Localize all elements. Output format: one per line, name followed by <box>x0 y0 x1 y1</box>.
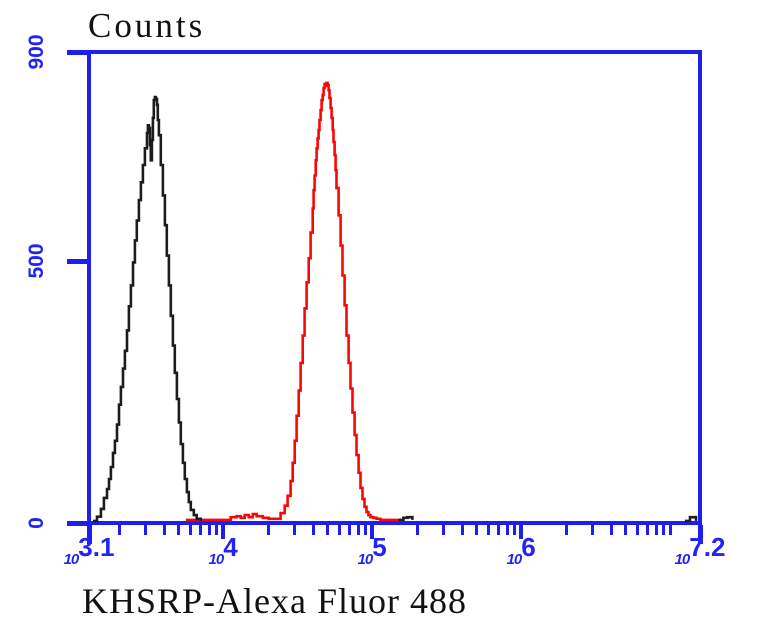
x-minor-tick <box>662 525 666 535</box>
x-tick-label: 104 <box>178 534 268 568</box>
x-minor-tick <box>591 525 595 535</box>
x-major-tick <box>221 525 226 539</box>
x-minor-tick <box>356 525 360 535</box>
chart-title: Counts <box>88 6 206 45</box>
x-minor-tick <box>348 525 352 535</box>
x-minor-tick <box>338 525 342 535</box>
x-tick-exponent: 5 <box>372 532 387 562</box>
x-minor-tick <box>364 525 368 535</box>
x-minor-tick <box>565 525 569 535</box>
x-minor-tick <box>117 525 121 535</box>
x-minor-tick <box>311 525 315 535</box>
x-tick-label: 107.2 <box>655 534 745 568</box>
x-minor-tick <box>144 525 148 535</box>
x-minor-tick <box>497 525 501 535</box>
x-minor-tick <box>669 525 673 535</box>
x-tick-exponent: 6 <box>521 532 536 562</box>
x-tick-base: 10 <box>506 551 523 568</box>
y-tick <box>67 259 87 265</box>
x-minor-tick <box>293 525 297 535</box>
x-minor-tick <box>487 525 491 535</box>
plot-frame <box>87 50 702 525</box>
x-minor-tick <box>215 525 219 535</box>
x-tick-base: 10 <box>63 551 80 568</box>
y-tick-label: 500 <box>25 243 48 279</box>
y-tick-label: 0 <box>25 517 48 529</box>
x-end-tick <box>697 525 703 544</box>
x-major-tick <box>519 525 524 539</box>
y-tick <box>67 50 87 55</box>
x-minor-tick <box>266 525 270 535</box>
x-tick-exponent: 3.1 <box>78 532 115 562</box>
x-end-tick <box>86 525 92 544</box>
x-tick-label: 105 <box>327 534 417 568</box>
y-tick <box>67 521 87 526</box>
x-minor-tick <box>624 525 628 535</box>
x-minor-tick <box>177 525 181 535</box>
x-tick-label: 106 <box>476 534 566 568</box>
x-tick-exponent: 4 <box>223 532 238 562</box>
x-minor-tick <box>505 525 509 535</box>
x-minor-tick <box>162 525 166 535</box>
x-minor-tick <box>636 525 640 535</box>
x-minor-tick <box>654 525 658 535</box>
x-minor-tick <box>189 525 193 535</box>
x-tick-base: 10 <box>357 551 374 568</box>
x-minor-tick <box>475 525 479 535</box>
x-tick-exponent: 7.2 <box>689 532 726 562</box>
x-minor-tick <box>609 525 613 535</box>
x-tick-base: 10 <box>208 551 225 568</box>
y-tick-label: 900 <box>25 34 48 70</box>
x-axis-label: KHSRP-Alexa Fluor 488 <box>82 581 468 621</box>
x-minor-tick <box>416 525 419 535</box>
x-minor-tick <box>326 525 330 535</box>
x-tick-base: 10 <box>674 551 691 568</box>
x-minor-tick <box>646 525 650 535</box>
x-major-tick <box>370 525 375 539</box>
x-minor-tick <box>207 525 211 535</box>
x-minor-tick <box>460 525 464 535</box>
x-minor-tick <box>199 525 203 535</box>
x-minor-tick <box>513 525 517 535</box>
x-minor-tick <box>442 525 446 535</box>
x-tick-label: 103.1 <box>44 534 134 568</box>
